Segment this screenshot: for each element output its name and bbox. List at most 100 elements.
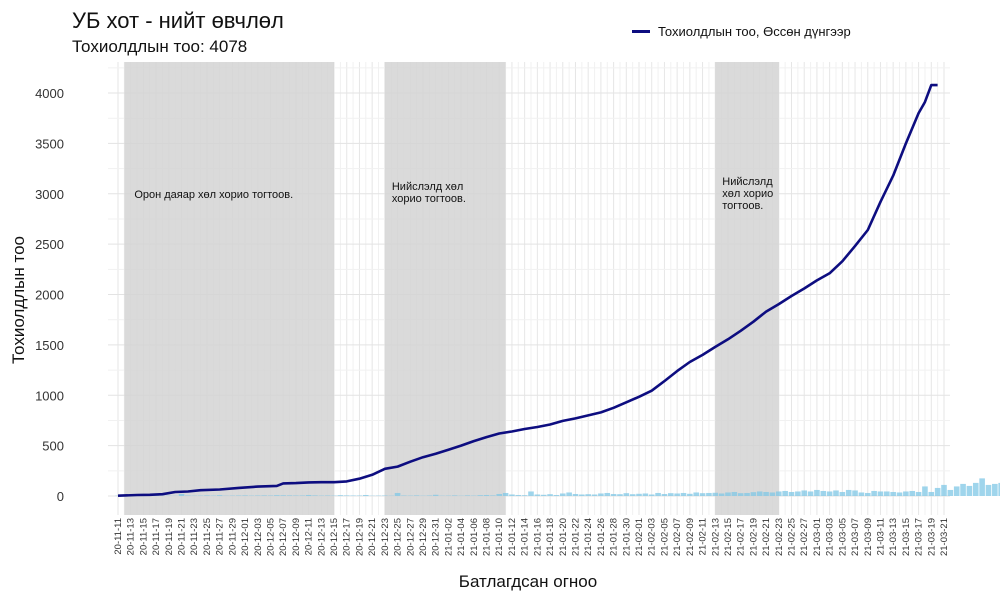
y-tick-label: 3000 (35, 187, 64, 202)
daily-bar (254, 495, 261, 496)
daily-bar (877, 491, 884, 496)
x-tick-label: 21-01-26 (596, 518, 607, 556)
daily-bar (903, 491, 909, 496)
daily-bar (648, 494, 655, 496)
daily-bars (115, 478, 1000, 496)
daily-bar (807, 491, 814, 496)
daily-bar (661, 493, 668, 496)
legend: Тохиолдлын тоо, Өссөн дүнгээр (632, 24, 851, 39)
daily-bar (426, 495, 433, 496)
x-tick-label: 21-02-19 (748, 518, 759, 556)
x-tick-label: 21-02-13 (710, 518, 721, 556)
daily-bar (871, 490, 877, 496)
daily-bar (483, 494, 490, 496)
x-tick-label: 21-02-15 (723, 518, 734, 556)
daily-bar (432, 494, 439, 496)
daily-bar (286, 495, 293, 496)
daily-bar (820, 490, 827, 496)
daily-bar (528, 491, 534, 496)
x-tick-label: 21-01-08 (482, 518, 493, 556)
daily-bar (776, 491, 782, 496)
x-tick-label: 20-11-15 (138, 518, 149, 555)
daily-bar (293, 495, 299, 496)
annotations: Орон даяар хөл хорио тогтоов. Нийслэлд хө… (134, 176, 773, 212)
cumulative-series-line (117, 83, 938, 497)
daily-bar (553, 494, 560, 496)
daily-bar (382, 495, 388, 496)
y-axis-title: Тохиолдлын тоо (9, 236, 28, 364)
x-tick-label: 20-11-21 (177, 518, 188, 555)
daily-bar (788, 491, 795, 496)
daily-bar (521, 495, 528, 496)
x-tick-label: 20-12-31 (431, 518, 442, 556)
x-tick-label: 20-12-25 (393, 518, 404, 556)
daily-bar (833, 490, 839, 496)
daily-bar (731, 491, 738, 496)
x-tick-label: 21-02-11 (698, 518, 709, 555)
x-tick-label: 20-12-17 (342, 518, 353, 556)
chart-title: УБ хот - нийт өвчлөл (72, 8, 284, 33)
x-tick-label: 21-03-21 (939, 518, 950, 556)
x-tick-label: 20-11-19 (164, 518, 175, 555)
annotation-label: хөл хорио (722, 188, 773, 200)
x-tick-label: 20-11-17 (151, 518, 162, 555)
daily-bar (477, 495, 483, 496)
daily-bar (699, 493, 706, 496)
x-tick-label: 21-01-16 (532, 518, 543, 556)
daily-bar (934, 487, 941, 496)
daily-bar (363, 494, 369, 496)
x-tick-label: 21-01-24 (583, 518, 594, 556)
y-tick-label: 1000 (35, 388, 64, 403)
daily-bar (896, 492, 903, 496)
x-tick-label: 21-03-07 (850, 518, 861, 556)
daily-bar (737, 493, 744, 496)
x-tick-label: 21-01-30 (621, 518, 632, 556)
x-tick-label: 20-11-25 (202, 518, 213, 555)
x-tick-label: 21-03-09 (863, 518, 874, 556)
daily-bar (591, 494, 598, 496)
daily-bar (451, 495, 458, 496)
x-tick-label: 20-11-23 (189, 518, 200, 555)
daily-bar (979, 478, 985, 496)
daily-bar (267, 495, 274, 496)
x-tick-label: 21-02-05 (659, 518, 670, 556)
legend-label: Тохиолдлын тоо, Өссөн дүнгээр (658, 24, 851, 39)
daily-bar (845, 489, 852, 496)
y-tick-label: 3500 (35, 136, 64, 151)
x-tick-label: 21-01-12 (507, 518, 518, 556)
x-tick-label: 20-12-07 (278, 518, 289, 556)
daily-bar (502, 492, 509, 496)
x-tick-labels: 20-11-11 20-11-13 20-11-15 20-11-17 20-11-19… (113, 518, 950, 556)
legend-line-swatch (632, 30, 650, 33)
daily-bar (509, 494, 515, 496)
daily-bar (858, 492, 865, 496)
daily-bar (725, 492, 731, 496)
y-tick-label: 2500 (35, 237, 64, 252)
daily-bar (515, 494, 522, 496)
daily-bar (693, 492, 699, 496)
x-tick-label: 21-01-14 (520, 518, 531, 556)
daily-bar (598, 493, 604, 496)
daily-bar (547, 494, 553, 496)
daily-bar (464, 495, 471, 496)
daily-bar (572, 493, 579, 496)
daily-bar (839, 491, 846, 496)
daily-bar (960, 483, 966, 496)
x-tick-label: 21-02-09 (685, 518, 696, 556)
daily-bar (356, 495, 363, 496)
daily-bar (915, 491, 922, 496)
y-tick-label: 2000 (35, 288, 64, 303)
daily-bar (305, 494, 312, 496)
daily-bar (636, 493, 642, 496)
daily-bar (687, 493, 693, 496)
daily-bar (394, 492, 401, 496)
x-tick-label: 21-03-19 (926, 518, 937, 556)
annotation-label: Нийслэлд (722, 176, 773, 188)
daily-bar (947, 489, 954, 496)
daily-bar (204, 495, 210, 496)
daily-bar (909, 490, 916, 496)
daily-bar (706, 492, 712, 496)
x-tick-label: 21-02-25 (787, 518, 798, 556)
y-tick-labels: 0 500 1000 1500 2000 2500 3000 3500 4000 (35, 86, 64, 504)
x-tick-label: 21-02-03 (647, 518, 658, 556)
